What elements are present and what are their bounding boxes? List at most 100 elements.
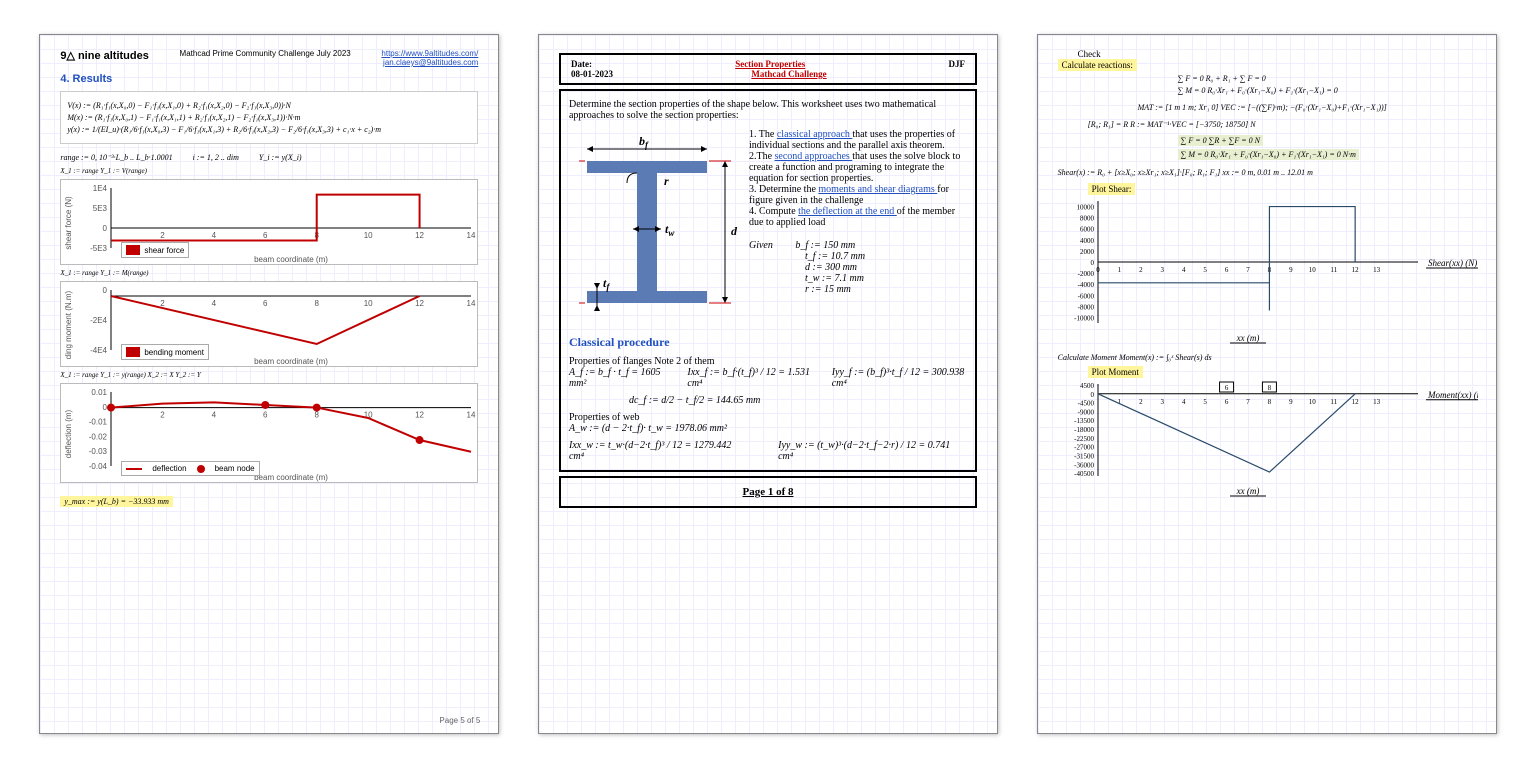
check-label: Check <box>1078 49 1476 59</box>
shear-chart-p3: 1000080006000400020000-2000-4000-6000-80… <box>1058 195 1478 345</box>
svg-text:13: 13 <box>1373 398 1381 406</box>
svg-text:xx (m): xx (m) <box>1235 333 1259 343</box>
svg-text:-36000: -36000 <box>1074 461 1094 469</box>
link-2[interactable]: jan.claeys@9altitudes.com <box>381 58 478 67</box>
svg-text:-10000: -10000 <box>1074 314 1094 322</box>
svg-text:-40500: -40500 <box>1074 470 1094 478</box>
checkM-eq: ∑ M = 0 R₀·Xr₁ + F₀·(Xr₁−X₀) + F₁·(Xr₁−X… <box>1178 149 1476 160</box>
eq-y: y(x) := 1/(EI_u)·(R₁/6·f₁(x,X₀,3) − F₁/6… <box>67 125 471 134</box>
svg-text:bf: bf <box>639 134 649 150</box>
ibeam-figure: bf r tw d tf <box>569 129 739 329</box>
sumF-eq: ∑ F = 0 R₀ + R₁ + ∑ F = 0 <box>1178 74 1476 83</box>
svg-text:8000: 8000 <box>1080 215 1095 223</box>
svg-text:14: 14 <box>467 231 476 240</box>
svg-text:9: 9 <box>1289 398 1293 406</box>
intro-text: Determine the section properties of the … <box>569 99 967 121</box>
svg-text:6000: 6000 <box>1080 226 1095 234</box>
link-classical[interactable]: classical approach <box>777 129 853 140</box>
chart3-legend: deflection beam node <box>121 461 259 476</box>
svg-text:8: 8 <box>1267 384 1271 392</box>
svg-text:-0.02: -0.02 <box>89 432 108 441</box>
svg-text:6: 6 <box>1224 398 1228 406</box>
svg-text:3: 3 <box>1160 266 1164 274</box>
svg-text:beam coordinate (m): beam coordinate (m) <box>254 473 328 482</box>
svg-text:4000: 4000 <box>1080 237 1095 245</box>
link-second[interactable]: second approaches <box>775 151 853 162</box>
svg-text:-0.01: -0.01 <box>89 418 108 427</box>
web-label: Properties of web <box>569 412 967 423</box>
svg-text:12: 12 <box>1351 266 1359 274</box>
range-row: range := 0, 10⁻³·L_b .. L_b·1.0001 i := … <box>60 150 478 165</box>
svg-text:-0.03: -0.03 <box>89 447 108 456</box>
svg-text:-2E4: -2E4 <box>90 316 107 325</box>
link-moments[interactable]: moments and shear diagrams <box>818 184 937 195</box>
svg-text:10: 10 <box>1308 398 1316 406</box>
svg-text:0: 0 <box>1090 391 1094 399</box>
svg-text:5: 5 <box>1203 266 1207 274</box>
svg-text:-8000: -8000 <box>1077 303 1094 311</box>
plot-moment-hl: Plot Moment <box>1088 366 1143 378</box>
title-box: Date: Section Properties DJF 08-01-2023 … <box>559 53 977 85</box>
svg-text:11: 11 <box>1330 398 1337 406</box>
result-row: y_max := y(L_b) = −33.933 mm <box>60 493 478 510</box>
flange-eqs: A_f := b_f · t_f = 1605 mm² Ixx_f := b_f… <box>569 367 967 389</box>
svg-text:8: 8 <box>1267 398 1271 406</box>
svg-text:-13500: -13500 <box>1074 417 1094 425</box>
svg-text:-18000: -18000 <box>1074 426 1094 434</box>
header-links[interactable]: https://www.9altitudes.com/ jan.claeys@9… <box>381 49 478 67</box>
svg-text:0.01: 0.01 <box>92 388 108 397</box>
svg-text:12: 12 <box>415 231 424 240</box>
svg-text:6: 6 <box>1224 266 1228 274</box>
svg-text:-4E4: -4E4 <box>90 346 107 355</box>
svg-text:-27000: -27000 <box>1074 444 1094 452</box>
svg-text:Shear(xx) (N): Shear(xx) (N) <box>1428 258 1477 268</box>
svg-text:1: 1 <box>1117 266 1121 274</box>
svg-text:2: 2 <box>1139 266 1143 274</box>
doc-title-1: Section Properties <box>735 59 805 69</box>
header: 9△ nine altitudes Mathcad Prime Communit… <box>60 49 478 67</box>
svg-text:2: 2 <box>161 231 166 240</box>
svg-text:6: 6 <box>263 231 268 240</box>
svg-text:2: 2 <box>1139 398 1143 406</box>
range: range := 0, 10⁻³·L_b .. L_b·1.0001 <box>60 153 172 162</box>
svg-text:4: 4 <box>1182 266 1186 274</box>
R-eq: [R₀; R₁] = R R := MAT⁻¹·VEC = [−3750; 18… <box>1088 120 1476 129</box>
svg-text:14: 14 <box>467 299 476 308</box>
link-1[interactable]: https://www.9altitudes.com/ <box>381 49 478 58</box>
svg-text:7: 7 <box>1246 398 1250 406</box>
svg-text:2000: 2000 <box>1080 248 1095 256</box>
Yi: Y_i := y(X_i) <box>259 153 302 162</box>
eq-V: V(x) := (R₁·f₁(x,X₀,0) − F₁·f₁(x,X₁,0) +… <box>67 101 471 110</box>
svg-text:6: 6 <box>263 299 268 308</box>
svg-text:5E3: 5E3 <box>93 204 108 213</box>
ymax-result: y_max := y(L_b) = −33.933 mm <box>60 496 173 507</box>
svg-text:tw: tw <box>665 222 675 238</box>
svg-text:tf: tf <box>603 276 610 292</box>
shear-chart: shear force (N)24681012141E45E30-5E3beam… <box>60 179 478 265</box>
web-eqs: Ixx_w := t_w·(d−2·t_f)³ / 12 = 1279.442 … <box>569 440 967 462</box>
svg-text:d: d <box>731 224 738 238</box>
calc-reactions-hl: Calculate reactions: <box>1058 59 1137 71</box>
eq-M: M(x) := (R₁·f₁(x,X₀,1) − F₁·f₁(x,X₁,1) +… <box>67 113 471 122</box>
svg-text:-31500: -31500 <box>1074 452 1094 460</box>
header-title: Mathcad Prime Community Challenge July 2… <box>180 49 351 58</box>
svg-text:4: 4 <box>212 411 217 420</box>
svg-text:r: r <box>664 174 669 188</box>
page-footer: Page 5 of 5 <box>439 716 480 725</box>
sumM-eq: ∑ M = 0 R₀·Xr₁ + F₀·(Xr₁−X₀) + F₁·(Xr₁−X… <box>1178 86 1476 95</box>
svg-text:-4000: -4000 <box>1077 281 1094 289</box>
moment-chart-p3: 45000-4500-9000-13500-18000-22500-27000-… <box>1058 378 1478 498</box>
svg-text:beam coordinate (m): beam coordinate (m) <box>254 255 328 264</box>
svg-text:11: 11 <box>1330 266 1337 274</box>
shear-eq: Shear(x) := R₀ + [x≥X₀; x≥Xr₁; x≥X₁]·[F₀… <box>1058 168 1476 177</box>
date-label: Date: <box>571 59 592 69</box>
svg-text:-0.04: -0.04 <box>89 462 108 471</box>
svg-text:-4500: -4500 <box>1077 400 1094 408</box>
svg-text:4: 4 <box>1182 398 1186 406</box>
moment-chart: ding moment (N.m)24681012140-2E4-4E4beam… <box>60 281 478 367</box>
doc-title-2: Mathcad Challenge <box>751 69 826 79</box>
link-deflection[interactable]: the deflection at the end <box>798 206 897 217</box>
svg-text:10000: 10000 <box>1076 204 1094 212</box>
svg-text:4: 4 <box>212 231 217 240</box>
approach-list: 1. The classical approach that uses the … <box>749 129 967 329</box>
